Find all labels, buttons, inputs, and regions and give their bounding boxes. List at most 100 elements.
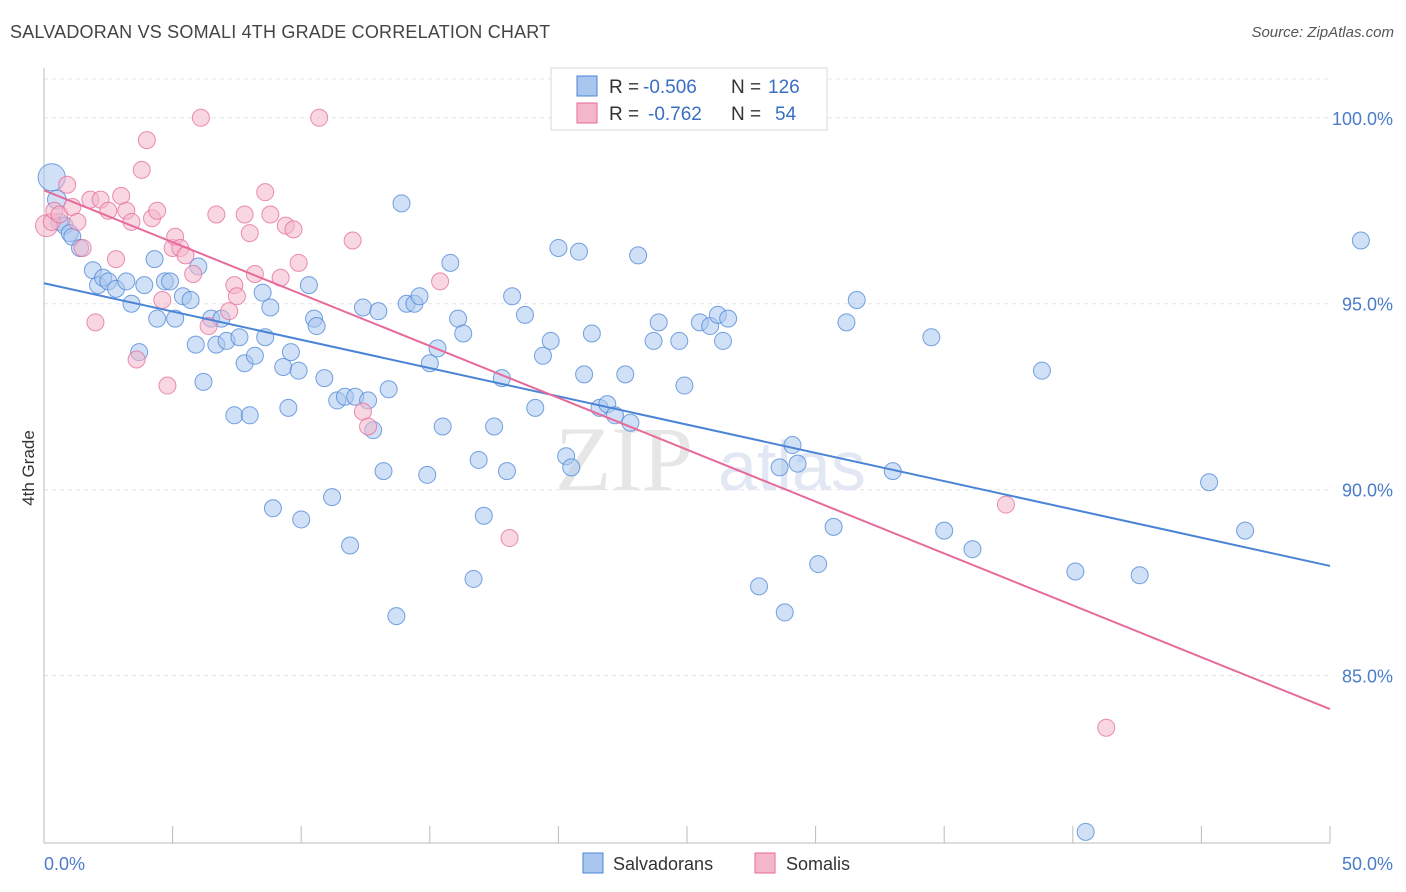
x-tick-label-max: 50.0% bbox=[1342, 854, 1393, 874]
salvadorans-point bbox=[497, 462, 516, 481]
salvadorans-point bbox=[315, 369, 334, 388]
x-tick-label-min: 0.0% bbox=[44, 854, 85, 874]
somalis-point bbox=[284, 220, 303, 239]
somalis-point bbox=[199, 317, 218, 336]
salvadorans-point bbox=[770, 458, 789, 477]
salvadorans-point bbox=[719, 309, 738, 328]
salvadorans-point bbox=[515, 305, 534, 324]
y-tick-label: 95.0% bbox=[1342, 295, 1393, 315]
somalis-point bbox=[256, 183, 275, 202]
salvadorans-point bbox=[582, 324, 601, 343]
salvadorans-point bbox=[775, 603, 794, 622]
somalis-point bbox=[310, 108, 329, 127]
y-tick-label: 85.0% bbox=[1342, 667, 1393, 687]
salvadorans-point bbox=[549, 238, 568, 257]
legend-swatch-somalis bbox=[576, 102, 598, 124]
salvadorans-point bbox=[161, 272, 180, 291]
salvadorans-point bbox=[117, 272, 136, 291]
salvadorans-point bbox=[783, 436, 802, 455]
salvadorans-point bbox=[575, 365, 594, 384]
salvadorans-point bbox=[292, 510, 311, 529]
somalis-point bbox=[132, 160, 151, 179]
salvadorans-point bbox=[541, 331, 560, 350]
salvadorans-point bbox=[1032, 361, 1051, 380]
salvadorans-point bbox=[245, 346, 264, 365]
somalis-point bbox=[240, 224, 259, 243]
salvadorans-point bbox=[341, 536, 360, 555]
salvadorans-points bbox=[37, 108, 1370, 841]
salvadorans-point bbox=[649, 313, 668, 332]
chart-source: Source: ZipAtlas.com bbox=[1251, 24, 1394, 41]
somalis-point bbox=[127, 350, 146, 369]
somalis-point bbox=[207, 205, 226, 224]
salvadorans-point bbox=[526, 398, 545, 417]
salvadorans-point bbox=[166, 309, 185, 328]
chart-title: SALVADORAN VS SOMALI 4TH GRADE CORRELATI… bbox=[10, 22, 551, 42]
salvadorans-point bbox=[474, 506, 493, 525]
salvadorans-point bbox=[253, 283, 272, 302]
salvadorans-point bbox=[847, 291, 866, 310]
trend-lines bbox=[43, 189, 1331, 711]
salvadorans-point bbox=[261, 298, 280, 317]
salvadorans-point bbox=[379, 380, 398, 399]
salvadorans-point bbox=[289, 361, 308, 380]
salvadorans-point bbox=[750, 577, 769, 596]
somalis-point bbox=[86, 313, 105, 332]
somalis-points bbox=[35, 108, 1116, 737]
salvadorans-point bbox=[533, 346, 552, 365]
bottom-legend-swatch-somalis bbox=[754, 852, 776, 874]
legend-r-label-2: R = bbox=[609, 104, 639, 125]
somalis-point bbox=[184, 264, 203, 283]
bottom-legend-label-salvadorans: Salvadorans bbox=[613, 854, 713, 874]
salvadorans-point bbox=[240, 406, 259, 425]
somalis-point bbox=[289, 253, 308, 272]
salvadorans-point bbox=[145, 250, 164, 269]
somalis-point bbox=[73, 238, 92, 257]
somalis-point bbox=[137, 131, 156, 150]
y-axis-title: 4th Grade bbox=[19, 430, 38, 506]
salvadorans-point bbox=[788, 454, 807, 473]
salvadorans-point bbox=[1066, 562, 1085, 581]
salvadorans-point bbox=[387, 607, 406, 626]
salvadorans-point bbox=[616, 365, 635, 384]
somalis-point bbox=[359, 417, 378, 436]
salvadorans-point bbox=[454, 324, 473, 343]
salvadorans-point bbox=[485, 417, 504, 436]
salvadorans-point bbox=[935, 521, 954, 540]
legend-r-label-1: R = bbox=[609, 77, 639, 98]
salvadorans-point bbox=[562, 458, 581, 477]
salvadorans-point bbox=[1351, 231, 1370, 250]
axes bbox=[43, 68, 1331, 844]
bottom-legend-swatch-salvadorans bbox=[582, 852, 604, 874]
salvadorans-point bbox=[675, 376, 694, 395]
salvadorans-point bbox=[809, 555, 828, 574]
salvadorans-point bbox=[181, 291, 200, 310]
legend-n-value-2: 54 bbox=[775, 104, 797, 125]
legend-n-value-1: 126 bbox=[768, 77, 800, 98]
salvadorans-point bbox=[441, 253, 460, 272]
legend-box: R = -0.506 N = 126 R = -0.762 N = 54 bbox=[550, 67, 828, 131]
y-tick-labels: 85.0% 90.0% 95.0% 100.0% bbox=[1332, 109, 1393, 687]
salvadorans-point bbox=[225, 406, 244, 425]
salvadorans-point bbox=[135, 276, 154, 295]
salvadorans-point bbox=[824, 517, 843, 536]
salvadorans-point bbox=[469, 450, 488, 469]
somalis-point bbox=[500, 529, 519, 548]
somalis-point bbox=[220, 302, 239, 321]
bottom-legend: Salvadorans Somalis bbox=[582, 852, 850, 874]
salvadorans-point bbox=[369, 302, 388, 321]
salvadorans-point bbox=[963, 540, 982, 559]
salvadorans-point bbox=[186, 335, 205, 354]
salvadorans-point bbox=[274, 357, 293, 376]
salvadorans-point bbox=[1236, 521, 1255, 540]
y-tick-label: 100.0% bbox=[1332, 109, 1393, 129]
somalis-point bbox=[1097, 718, 1116, 737]
somalis-point bbox=[343, 231, 362, 250]
salvadorans-point bbox=[418, 465, 437, 484]
salvadorans-point bbox=[1130, 566, 1149, 585]
salvadorans-point bbox=[281, 343, 300, 362]
salvadorans-point bbox=[307, 317, 326, 336]
legend-r-value-2: -0.762 bbox=[648, 104, 702, 125]
salvadorans-point bbox=[279, 398, 298, 417]
